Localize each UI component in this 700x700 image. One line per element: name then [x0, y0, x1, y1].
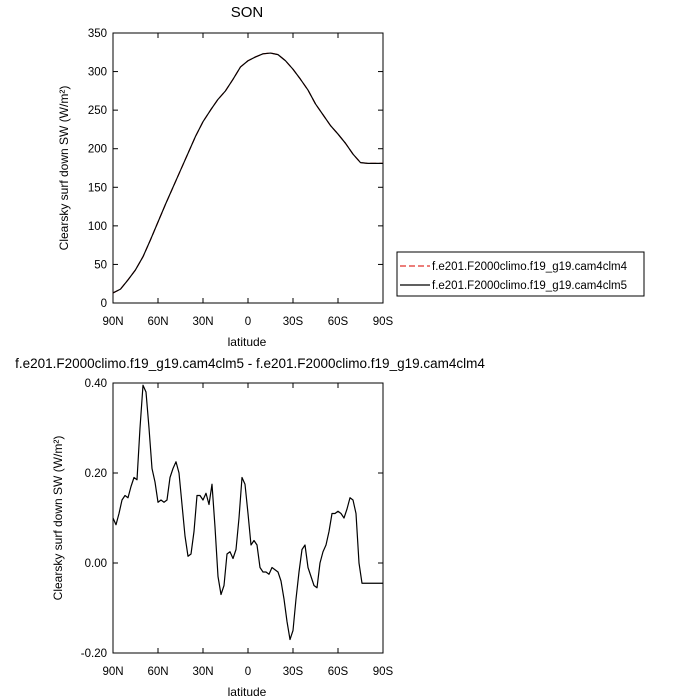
top-y-tick-label: 50 [94, 259, 107, 271]
top-y-tick-label: 150 [88, 182, 107, 194]
top-y-tick-label: 350 [88, 28, 107, 40]
bottom-y-axis-label: Clearsky surf down SW (W/m²) [51, 436, 65, 601]
top-y-tick-label: 300 [88, 67, 107, 79]
legend-box [396, 251, 645, 297]
top-x-tick-label: 0 [245, 316, 251, 328]
top-x-tick-label: 90N [102, 316, 123, 328]
top-y-tick-label: 0 [101, 298, 107, 310]
top-x-tick-label: 60S [328, 316, 349, 328]
top-x-tick-label: 30S [283, 316, 304, 328]
top-chart: SON 0 50 100 150 200 250 300 350 90N 60N 30N 0 30S 6… [57, 4, 394, 349]
legend-label-cam4clm4: f.e201.F2000climo.f19_g19.cam4clm4 [432, 261, 628, 273]
top-x-axis-label: latitude [228, 335, 267, 349]
bottom-x-axis-label: latitude [228, 685, 267, 699]
legend: f.e201.F2000climo.f19_g19.cam4clm4 f.e20… [396, 251, 645, 297]
top-x-tick-label: 90S [373, 316, 394, 328]
bottom-x-tick-label: 30N [192, 666, 213, 678]
bottom-x-ticks: 90N 60N 30N 0 30S 60S 90S [102, 383, 394, 678]
bottom-x-tick-label: 90N [102, 666, 123, 678]
bottom-y-tick-label: 0.20 [85, 468, 107, 480]
top-plot-frame [112, 32, 384, 304]
top-series-line-0 [112, 52, 383, 294]
top-y-tick-label: 100 [88, 221, 107, 233]
legend-label-cam4clm5: f.e201.F2000climo.f19_g19.cam4clm5 [432, 280, 627, 292]
bottom-x-tick-label: 90S [373, 666, 394, 678]
top-x-ticks: 90N 60N 30N 0 30S 60S 90S [102, 33, 394, 328]
bottom-series-lines [112, 384, 383, 641]
bottom-chart: f.e201.F2000climo.f19_g19.cam4clm5 - f.e… [15, 356, 485, 699]
top-y-tick-label: 250 [88, 105, 107, 117]
top-series-line-1 [112, 52, 383, 294]
bottom-y-ticks: -0.20 0.00 0.20 0.40 [81, 378, 383, 660]
top-chart-title: SON [231, 4, 264, 21]
top-series-lines [112, 52, 383, 294]
bottom-y-tick-label: 0.40 [85, 378, 107, 390]
top-x-tick-label: 30N [192, 316, 213, 328]
top-x-tick-label: 60N [147, 316, 168, 328]
bottom-x-tick-label: 60S [328, 666, 349, 678]
bottom-x-tick-label: 30S [283, 666, 304, 678]
bottom-x-tick-label: 60N [147, 666, 168, 678]
top-y-ticks: 0 50 100 150 200 250 300 350 [88, 28, 383, 310]
bottom-y-tick-label: 0.00 [85, 558, 107, 570]
bottom-y-tick-label: -0.20 [81, 648, 107, 660]
bottom-series-line-0 [112, 384, 383, 641]
bottom-x-tick-label: 0 [245, 666, 251, 678]
bottom-chart-title: f.e201.F2000climo.f19_g19.cam4clm5 - f.e… [15, 356, 485, 371]
top-y-tick-label: 200 [88, 144, 107, 156]
top-y-axis-label: Clearsky surf down SW (W/m²) [57, 86, 71, 251]
